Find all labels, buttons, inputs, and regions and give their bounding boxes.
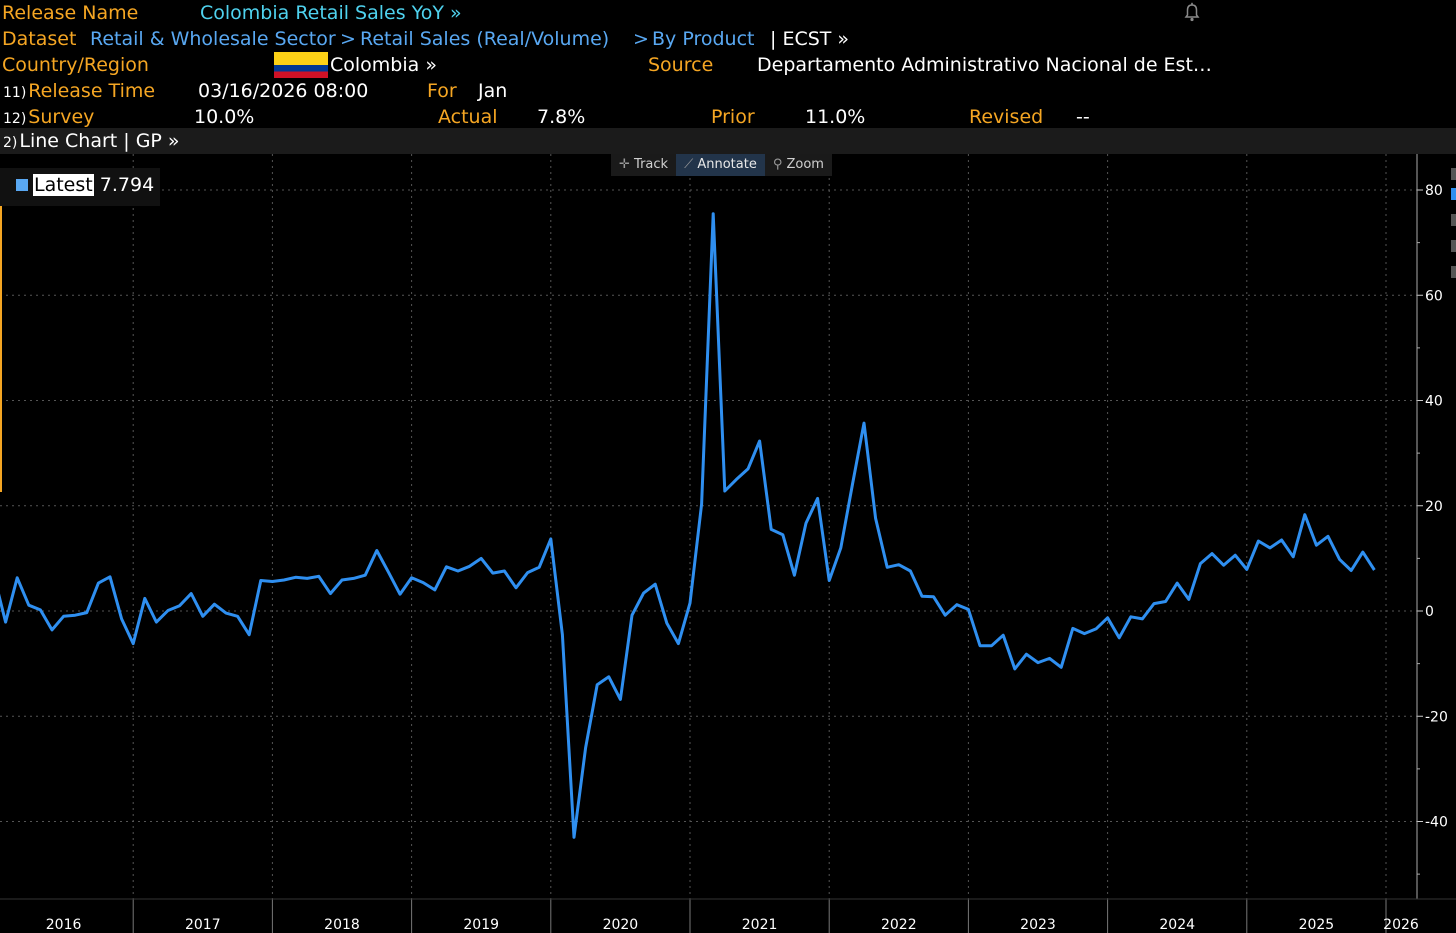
actual-label: Actual	[438, 106, 498, 128]
dataset-ticker[interactable]: | ECST »	[770, 28, 850, 50]
y-tick-label: 80	[1425, 183, 1443, 199]
x-tick-label: 2023	[1020, 917, 1056, 933]
y-tick-label: -20	[1425, 709, 1448, 725]
revised-value: --	[1076, 106, 1090, 128]
x-tick-label: 2016	[46, 917, 82, 933]
dataset-link-by-product[interactable]: By Product	[652, 28, 755, 50]
release-time-value: 03/16/2026 08:00	[198, 80, 369, 102]
track-label: Track	[634, 157, 669, 172]
for-label: For	[427, 80, 457, 102]
survey-label: Survey	[28, 106, 95, 128]
y-tick-label: 40	[1425, 394, 1443, 410]
for-value: Jan	[478, 80, 508, 102]
release-time-number: 11)	[3, 85, 27, 101]
survey-value: 10.0%	[194, 106, 255, 128]
annotate-button[interactable]: ⟋ Annotate	[676, 154, 765, 176]
survey-field[interactable]: 12) Survey	[3, 104, 94, 132]
prior-value: 11.0%	[805, 106, 866, 128]
chart-header-bar: 2) Line Chart | GP »	[0, 128, 1456, 154]
breadcrumb-separator-2: >	[633, 28, 649, 50]
revised-label: Revised	[969, 106, 1044, 128]
chart-header-number: 2)	[3, 135, 18, 151]
chart-toolbar: ✛ Track ⟋ Annotate ⚲ Zoom	[611, 154, 832, 176]
survey-number: 12)	[3, 111, 27, 127]
right-gutter-markers	[1451, 168, 1456, 280]
colombia-flag-icon	[274, 52, 328, 78]
dataset-link-retail-sales[interactable]: Retail Sales (Real/Volume)	[360, 28, 610, 50]
y-tick-label: 0	[1425, 604, 1434, 620]
release-name-label: Release Name	[2, 2, 139, 24]
country-value[interactable]: Colombia »	[330, 54, 437, 76]
dataset-link-sector[interactable]: Retail & Wholesale Sector	[90, 28, 336, 50]
chart-type-selector[interactable]: 2) Line Chart | GP »	[3, 128, 180, 156]
legend-latest-value: 7.794	[99, 174, 155, 196]
x-tick-label: 2022	[881, 917, 917, 933]
series-swatch-icon	[16, 179, 28, 191]
actual-value: 7.8%	[537, 106, 586, 128]
track-button[interactable]: ✛ Track	[611, 154, 676, 176]
x-tick-label: 2017	[185, 917, 221, 933]
pencil-icon: ⟋	[684, 157, 694, 172]
x-tick-label: 2019	[463, 917, 499, 933]
release-name-link[interactable]: Colombia Retail Sales YoY »	[200, 2, 462, 24]
y-tick-label: -40	[1425, 815, 1448, 831]
y-tick-label: 20	[1425, 499, 1443, 515]
bell-icon[interactable]	[1180, 0, 1204, 24]
source-value: Departamento Administrativo Nacional de …	[757, 54, 1212, 76]
x-tick-label: 2018	[324, 917, 360, 933]
x-tick-label: 2025	[1299, 917, 1335, 933]
x-tick-label: 2026	[1383, 917, 1419, 933]
x-tick-label: 2024	[1159, 917, 1195, 933]
breadcrumb-separator-1: >	[340, 28, 356, 50]
release-time-label: Release Time	[28, 80, 156, 102]
series-line	[0, 212, 1376, 839]
chart-legend[interactable]: Latest 7.794	[0, 168, 160, 206]
x-tick-label: 2020	[603, 917, 639, 933]
source-label: Source	[648, 54, 714, 76]
crosshair-icon: ✛	[619, 157, 630, 172]
y-tick-label: 60	[1425, 288, 1443, 304]
prior-label: Prior	[711, 106, 755, 128]
x-tick-label: 2021	[742, 917, 778, 933]
country-label: Country/Region	[2, 54, 149, 76]
zoom-button[interactable]: ⚲ Zoom	[765, 154, 832, 176]
legend-latest-label: Latest	[33, 174, 94, 196]
left-marker-bar	[0, 170, 2, 492]
magnifier-icon: ⚲	[772, 157, 783, 172]
annotate-label: Annotate	[697, 157, 757, 172]
zoom-label: Zoom	[786, 157, 824, 172]
dataset-label: Dataset	[2, 28, 77, 50]
line-chart[interactable]: 80 60 40 20 0 -20 -40 2016 2017 2018 2019 2020 2021 2…	[0, 154, 1456, 933]
release-time-field[interactable]: 11) Release Time	[3, 78, 155, 106]
chart-header-title: Line Chart | GP »	[19, 130, 180, 152]
